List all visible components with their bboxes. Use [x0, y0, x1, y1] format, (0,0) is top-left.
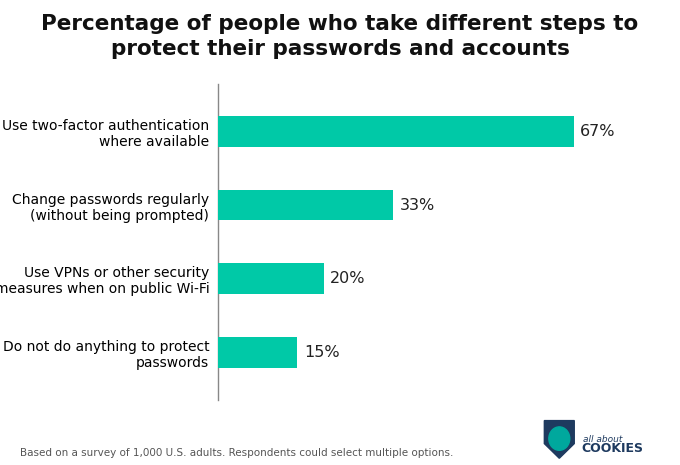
Bar	[218, 263, 324, 294]
Text: 33%: 33%	[399, 198, 435, 213]
Bar	[218, 337, 297, 367]
Text: 15%: 15%	[304, 345, 339, 359]
Text: Percentage of people who take different steps to
protect their passwords and acc: Percentage of people who take different …	[41, 14, 639, 59]
Circle shape	[549, 427, 570, 450]
Polygon shape	[544, 421, 575, 458]
Text: all about: all about	[583, 435, 623, 444]
Bar	[218, 190, 393, 220]
Text: 67%: 67%	[580, 124, 616, 139]
Text: Based on a survey of 1,000 U.S. adults. Respondents could select multiple option: Based on a survey of 1,000 U.S. adults. …	[20, 448, 454, 458]
Text: 20%: 20%	[330, 271, 366, 286]
Bar	[218, 116, 574, 147]
Text: COOKIES: COOKIES	[581, 442, 643, 455]
